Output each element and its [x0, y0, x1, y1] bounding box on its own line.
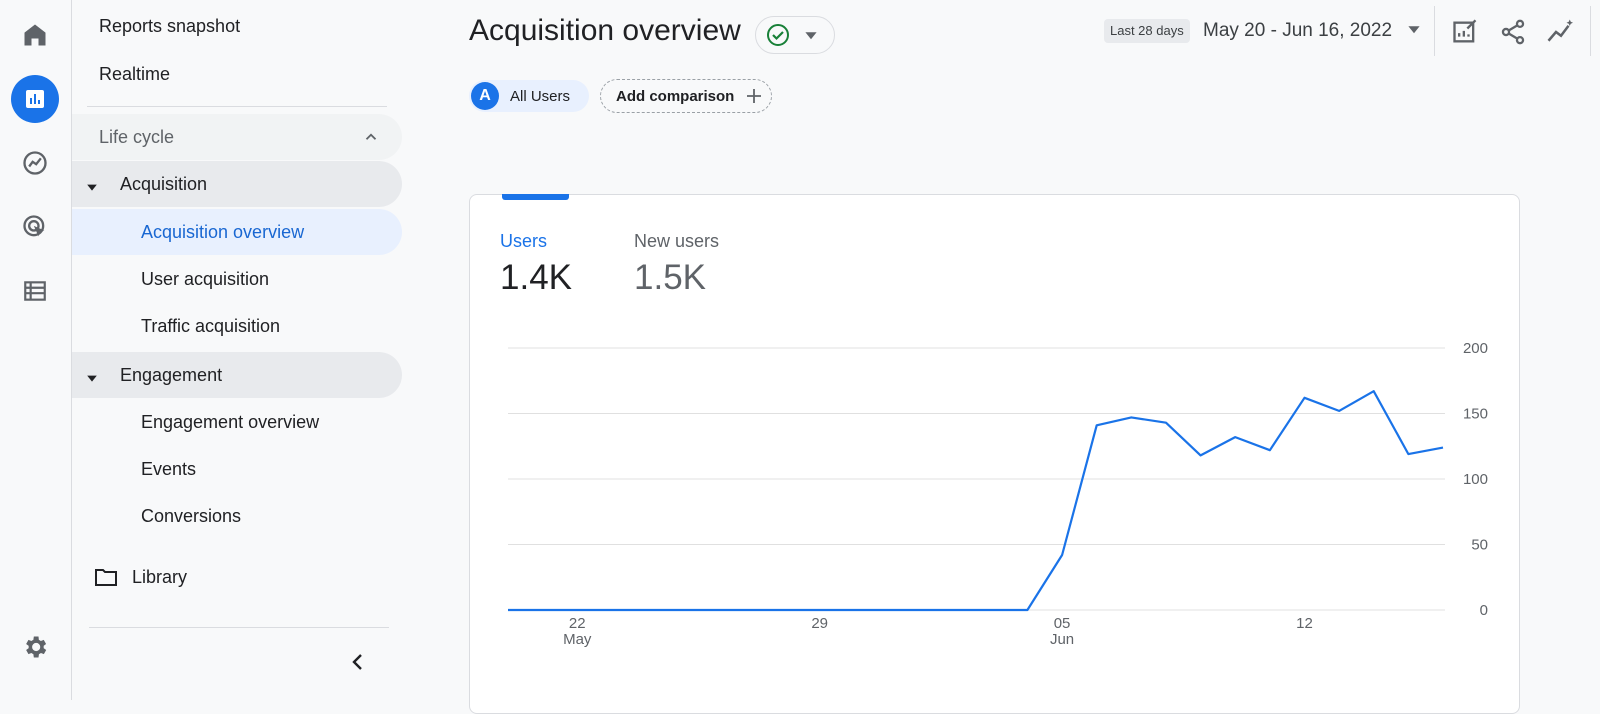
x-tick-label: 05 [1054, 615, 1071, 632]
caret-down-icon [86, 368, 98, 389]
nav-item-label: User acquisition [141, 269, 269, 290]
add-comparison-label: Add comparison [616, 88, 734, 105]
chevron-up-icon [362, 128, 380, 151]
nav-item-label: Library [132, 567, 187, 588]
x-tick-label: 22 [569, 615, 586, 632]
status-dropdown[interactable] [755, 16, 835, 54]
nav-item-label: Engagement overview [141, 412, 319, 433]
insights-icon[interactable] [1541, 12, 1581, 52]
sidebar-nav: Reports snapshot Realtime Life cycle Acq… [72, 0, 402, 700]
metric-tab-users[interactable]: Users [500, 231, 547, 252]
nav-item-label: Reports snapshot [99, 16, 240, 37]
nav-item-label: Events [141, 459, 196, 480]
nav-divider [87, 106, 387, 107]
y-tick-label: 50 [1471, 537, 1488, 554]
metric-value-new-users: 1.5K [634, 258, 706, 298]
nav-group-label: Acquisition [120, 174, 207, 195]
nav-item-label: Conversions [141, 506, 241, 527]
nav-section-lifecycle[interactable]: Life cycle [72, 114, 402, 160]
y-tick-label: 200 [1463, 340, 1488, 357]
advertising-icon[interactable] [11, 203, 59, 251]
nav-traffic-acquisition[interactable]: Traffic acquisition [72, 303, 280, 349]
nav-group-engagement[interactable]: Engagement [72, 352, 402, 398]
collapse-chevron-icon[interactable] [346, 650, 370, 674]
active-tab-indicator [502, 194, 569, 200]
nav-item-label: Traffic acquisition [141, 316, 280, 337]
segment-label: All Users [510, 88, 570, 105]
home-icon[interactable] [11, 11, 59, 59]
nav-engagement-overview[interactable]: Engagement overview [72, 399, 319, 445]
caret-down-icon [86, 177, 98, 198]
check-circle-icon [766, 23, 790, 47]
x-tick-month-label: May [563, 631, 592, 648]
nav-user-acquisition[interactable]: User acquisition [72, 256, 269, 302]
nav-group-label: Engagement [120, 365, 222, 386]
left-rail [0, 0, 72, 700]
x-tick-label: 12 [1296, 615, 1313, 632]
nav-realtime[interactable]: Realtime [99, 51, 170, 97]
series-line-users [508, 391, 1443, 610]
header-divider [1590, 6, 1591, 56]
nav-divider [89, 627, 389, 628]
folder-icon [94, 567, 118, 587]
x-tick-label: 29 [811, 615, 828, 632]
segment-avatar: A [471, 82, 499, 110]
gear-icon[interactable] [11, 623, 59, 671]
nav-acquisition-overview[interactable]: Acquisition overview [72, 209, 402, 255]
nav-library[interactable]: Library [72, 554, 187, 600]
explore-icon[interactable] [11, 139, 59, 187]
x-tick-month-label: Jun [1050, 631, 1074, 648]
customize-report-icon[interactable] [1445, 12, 1485, 52]
nav-conversions[interactable]: Conversions [72, 493, 241, 539]
metric-value-users: 1.4K [500, 258, 572, 298]
share-icon[interactable] [1493, 12, 1533, 52]
y-tick-label: 0 [1480, 602, 1488, 619]
nav-item-label: Realtime [99, 64, 170, 85]
reports-icon[interactable] [11, 75, 59, 123]
configure-icon[interactable] [11, 267, 59, 315]
segment-chip[interactable]: A All Users [469, 80, 589, 112]
nav-section-label: Life cycle [99, 127, 174, 148]
y-tick-label: 150 [1463, 406, 1488, 423]
date-preset-badge: Last 28 days [1104, 19, 1190, 43]
date-range-picker[interactable]: May 20 - Jun 16, 2022 [1203, 19, 1421, 43]
page-title: Acquisition overview [469, 14, 741, 48]
caret-down-icon [804, 28, 818, 42]
nav-group-acquisition[interactable]: Acquisition [72, 161, 402, 207]
add-comparison-button[interactable]: Add comparison [600, 79, 772, 113]
nav-reports-snapshot[interactable]: Reports snapshot [99, 3, 240, 49]
nav-events[interactable]: Events [72, 446, 196, 492]
header-divider [1434, 6, 1435, 56]
metric-tab-new-users[interactable]: New users [634, 231, 719, 252]
nav-item-label: Acquisition overview [141, 222, 304, 243]
date-range-label: May 20 - Jun 16, 2022 [1203, 20, 1392, 41]
caret-down-icon [1407, 19, 1421, 43]
plus-icon [746, 88, 762, 104]
y-tick-label: 100 [1463, 471, 1488, 488]
